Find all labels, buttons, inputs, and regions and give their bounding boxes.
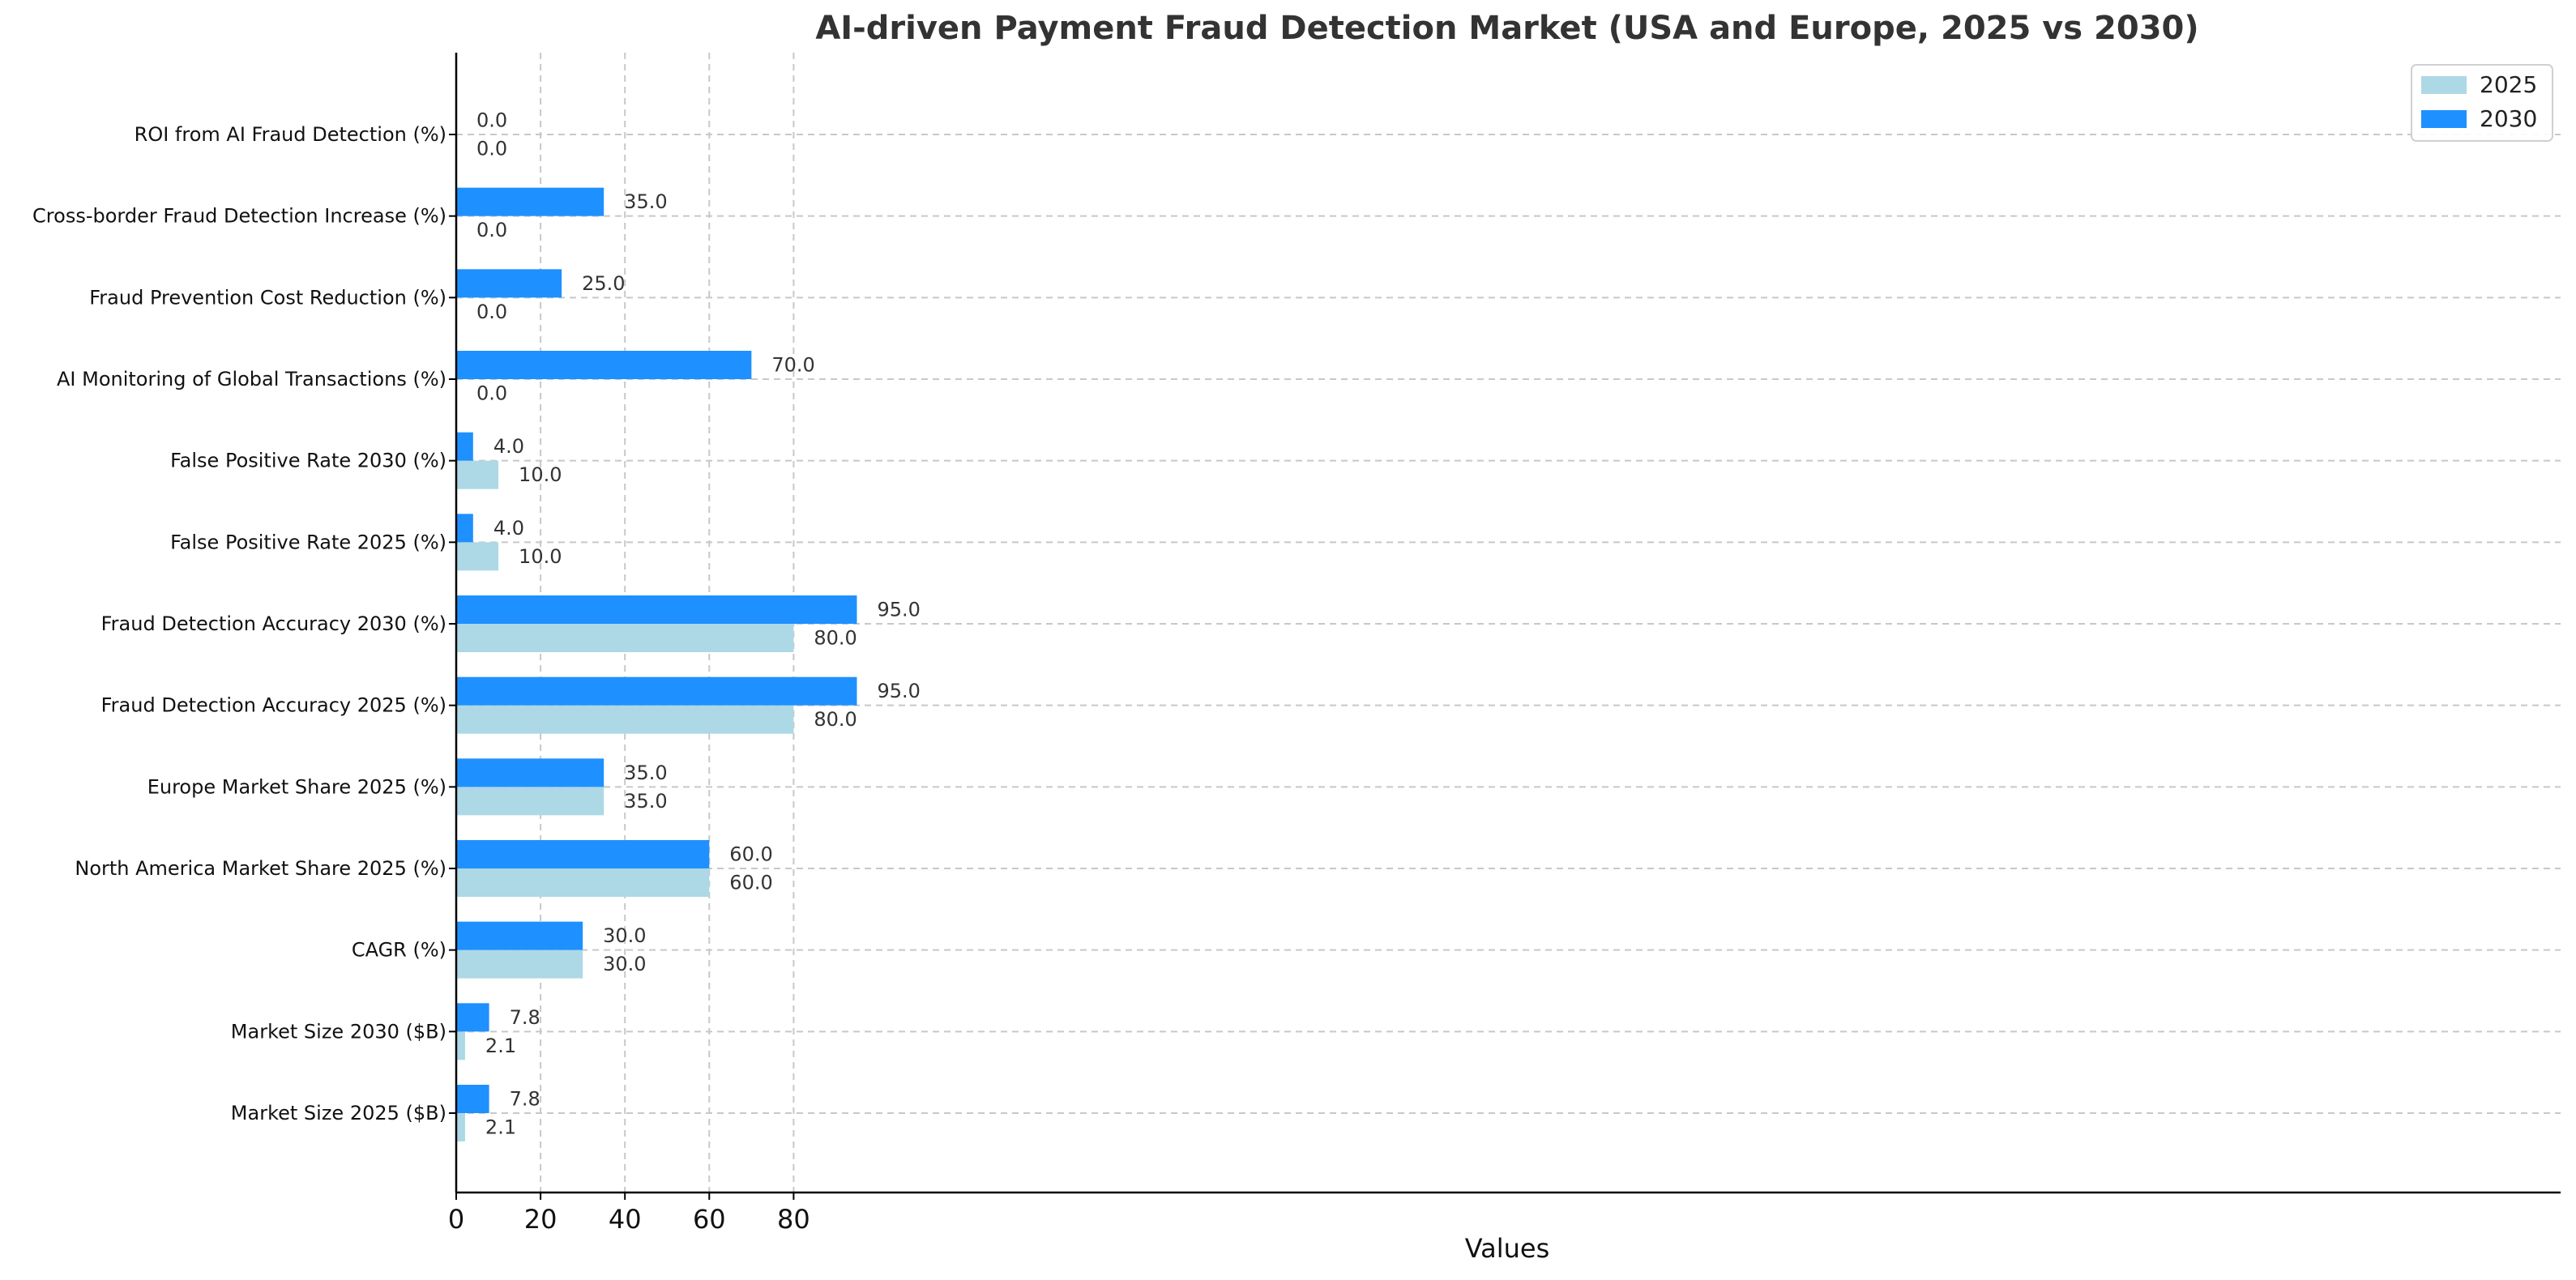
category-label: AI Monitoring of Global Transactions (%) (57, 368, 446, 390)
category-label: Fraud Prevention Cost Reduction (%) (89, 286, 446, 309)
category-label: ROI from AI Fraud Detection (%) (135, 123, 446, 146)
x-tick-label: 20 (524, 1204, 557, 1235)
data-label-2025-0: 2.1 (485, 1116, 516, 1139)
bar-2030-1 (456, 1003, 489, 1032)
bar-2030-8 (456, 432, 473, 461)
data-label-2030-3: 60.0 (729, 843, 772, 866)
bar-2025-0 (456, 1113, 465, 1141)
data-label-2025-6: 80.0 (814, 627, 857, 650)
bar-2025-7 (456, 542, 499, 571)
x-tick-label: 80 (777, 1204, 810, 1235)
data-label-2025-2: 30.0 (603, 953, 646, 975)
bar-2025-8 (456, 460, 499, 489)
data-label-2030-10: 25.0 (582, 272, 625, 295)
data-label-2025-12: 0.0 (476, 138, 507, 160)
category-label: Market Size 2025 ($B) (231, 1102, 446, 1124)
bar-2030-4 (456, 758, 604, 787)
legend: 2025 2030 (2411, 64, 2553, 142)
category-label: False Positive Rate 2025 (%) (170, 531, 446, 553)
bar-2025-5 (456, 705, 794, 734)
x-tick-label: 40 (609, 1204, 642, 1235)
data-label-2030-1: 7.8 (510, 1006, 540, 1029)
bars (456, 187, 857, 1141)
chart-title: AI-driven Payment Fraud Detection Market… (815, 10, 2198, 47)
data-label-2030-12: 0.0 (476, 109, 507, 132)
bar-2030-5 (456, 676, 857, 706)
category-label: CAGR (%) (352, 939, 446, 962)
legend-label-2025: 2025 (2480, 71, 2537, 98)
bar-2025-4 (456, 787, 604, 816)
bar-2030-7 (456, 514, 473, 543)
bar-2030-6 (456, 595, 857, 624)
x-axis-ticks: 0 20 40 60 80 (448, 134, 810, 1235)
data-label-2030-2: 30.0 (603, 924, 646, 947)
data-label-2030-11: 35.0 (624, 190, 667, 213)
data-label-2030-0: 7.8 (510, 1088, 540, 1111)
data-label-2030-9: 70.0 (771, 354, 814, 377)
category-labels: Market Size 2025 ($B) Market Size 2030 ($… (32, 123, 446, 1124)
category-label: Fraud Detection Accuracy 2025 (%) (101, 694, 446, 717)
bar-2030-2 (456, 921, 583, 950)
bar-2025-1 (456, 1031, 465, 1060)
legend-swatch-2025 (2421, 76, 2467, 94)
data-label-2025-5: 80.0 (814, 708, 857, 731)
bar-2030-10 (456, 269, 562, 298)
data-label-2030-4: 35.0 (624, 762, 667, 784)
bar-2030-3 (456, 840, 710, 868)
data-labels: 2.1 2.1 30.0 60.0 35.0 80.0 80.0 10.0 10.0 0.0 0.0… (476, 109, 921, 1139)
data-label-2025-4: 35.0 (624, 790, 667, 813)
bar-2030-11 (456, 187, 604, 216)
data-label-2025-10: 0.0 (476, 301, 507, 323)
x-tick-label: 0 (448, 1204, 464, 1235)
bar-2030-9 (456, 351, 752, 379)
data-label-2025-7: 10.0 (519, 545, 562, 568)
data-label-2025-3: 60.0 (729, 872, 772, 894)
data-label-2025-11: 0.0 (476, 219, 507, 241)
data-label-2025-1: 2.1 (485, 1035, 516, 1057)
x-axis-label: Values (1465, 1233, 1550, 1264)
category-label: Cross-border Fraud Detection Increase (%… (32, 205, 446, 228)
category-label: North America Market Share 2025 (%) (75, 857, 446, 880)
category-label: Market Size 2030 ($B) (231, 1020, 446, 1043)
category-label: Europe Market Share 2025 (%) (147, 775, 446, 798)
category-label: False Positive Rate 2030 (%) (170, 450, 446, 472)
bar-2025-6 (456, 624, 794, 652)
data-label-2030-8: 4.0 (493, 435, 524, 458)
data-label-2025-9: 0.0 (476, 382, 507, 405)
data-label-2030-6: 95.0 (877, 599, 920, 621)
data-label-2030-5: 95.0 (877, 680, 920, 702)
bar-2025-2 (456, 949, 583, 979)
x-tick-label: 60 (693, 1204, 726, 1235)
data-label-2030-7: 4.0 (493, 517, 524, 540)
bar-2025-3 (456, 868, 710, 897)
legend-swatch-2030 (2421, 110, 2467, 128)
bar-2030-0 (456, 1085, 489, 1113)
category-label: Fraud Detection Accuracy 2030 (%) (101, 612, 446, 635)
legend-label-2030: 2030 (2480, 105, 2537, 132)
data-label-2025-8: 10.0 (519, 463, 562, 486)
